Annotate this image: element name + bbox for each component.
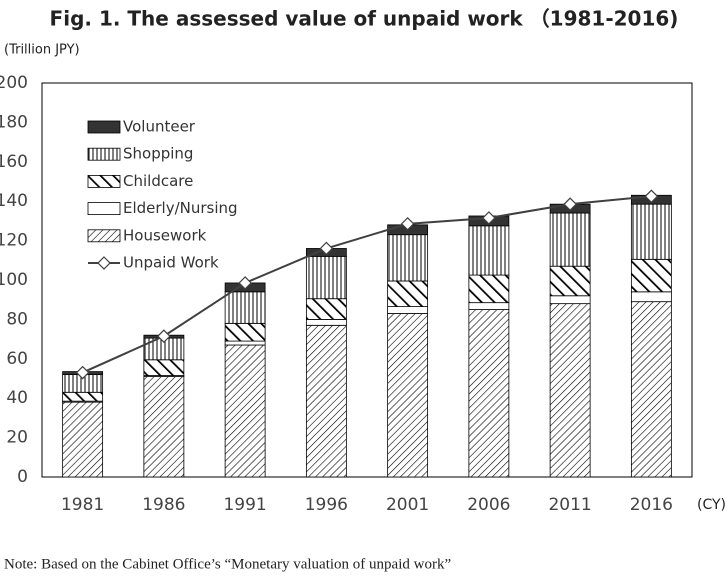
bar-segment bbox=[305, 298, 347, 320]
bar-segment bbox=[224, 322, 266, 342]
y-tick-label: 180 bbox=[0, 112, 28, 132]
y-tick-label: 0 bbox=[17, 467, 28, 487]
legend-label: Shopping bbox=[123, 145, 193, 163]
legend-swatch bbox=[87, 147, 121, 161]
bar-segment bbox=[224, 291, 266, 324]
bar-segment bbox=[143, 359, 185, 376]
bar-segment bbox=[468, 302, 510, 310]
y-tick-label: 160 bbox=[0, 152, 28, 172]
bar-segment bbox=[630, 203, 672, 260]
bar-segment bbox=[305, 318, 347, 326]
y-tick-label: 200 bbox=[0, 73, 28, 93]
bar-segment bbox=[630, 301, 672, 478]
bar-segment bbox=[305, 324, 347, 478]
legend-label: Volunteer bbox=[123, 118, 196, 136]
x-tick-label: 2001 bbox=[386, 495, 429, 515]
note: Note: Based on the Cabinet Office’s “Mon… bbox=[4, 556, 451, 572]
plot-frame bbox=[41, 82, 693, 478]
bar-segment bbox=[387, 313, 429, 478]
y-tick-label: 60 bbox=[6, 349, 28, 369]
bar-segment bbox=[224, 340, 266, 346]
line-marker bbox=[238, 276, 252, 290]
y-tick-label: 100 bbox=[0, 270, 28, 290]
y-tick-label: 40 bbox=[6, 388, 28, 408]
legend-swatch bbox=[87, 174, 121, 188]
y-tick-label: 80 bbox=[6, 309, 28, 329]
line-marker bbox=[400, 217, 415, 231]
y-tick-label: 140 bbox=[0, 191, 28, 211]
chart-title: Fig. 1. The assessed value of unpaid wor… bbox=[50, 7, 679, 31]
y-tick-label: 120 bbox=[0, 231, 28, 251]
total-line bbox=[82, 195, 652, 374]
legend-label: Unpaid Work bbox=[123, 254, 219, 272]
bar-segment bbox=[549, 295, 591, 305]
x-tick-label: 2011 bbox=[548, 495, 591, 515]
x-unit: (CY) bbox=[697, 497, 726, 513]
bar-segment bbox=[549, 265, 591, 297]
bar-segment bbox=[224, 344, 266, 478]
legend-swatch bbox=[87, 202, 121, 216]
bar-segment bbox=[387, 306, 429, 314]
bar-segment bbox=[468, 225, 510, 276]
legend-swatch bbox=[87, 229, 121, 243]
legend-label: Elderly/Nursing bbox=[123, 199, 238, 217]
y-unit: (Trillion JPY) bbox=[4, 43, 80, 58]
y-tick-label: 20 bbox=[6, 428, 28, 448]
legend-label: Housework bbox=[123, 226, 207, 244]
bar-segment bbox=[630, 291, 672, 303]
legend-label: Childcare bbox=[123, 172, 193, 190]
bar-segment bbox=[468, 309, 510, 478]
bar-segment bbox=[143, 376, 185, 478]
x-tick-label: 1981 bbox=[61, 495, 104, 515]
bar-segment bbox=[305, 255, 347, 300]
line-marker bbox=[482, 211, 496, 225]
bar-segment bbox=[62, 401, 104, 478]
bar-segment bbox=[387, 280, 429, 307]
x-tick-label: 1986 bbox=[142, 495, 185, 515]
bar-segment bbox=[62, 391, 104, 402]
legend-marker bbox=[97, 256, 111, 270]
bar-segment bbox=[387, 234, 429, 282]
x-tick-label: 1996 bbox=[305, 495, 348, 515]
line-marker bbox=[563, 197, 577, 212]
bar-segment bbox=[630, 258, 672, 293]
legend-swatch bbox=[87, 120, 121, 134]
x-tick-label: 2016 bbox=[630, 495, 673, 515]
line-marker bbox=[644, 189, 659, 204]
x-tick-label: 1991 bbox=[223, 495, 266, 515]
line-marker bbox=[75, 365, 90, 380]
bar-segment bbox=[468, 274, 510, 304]
line-marker bbox=[157, 329, 171, 343]
line-marker bbox=[319, 241, 334, 256]
bar-segment bbox=[549, 303, 591, 478]
bar-segment bbox=[549, 212, 591, 267]
x-tick-label: 2006 bbox=[467, 495, 510, 515]
